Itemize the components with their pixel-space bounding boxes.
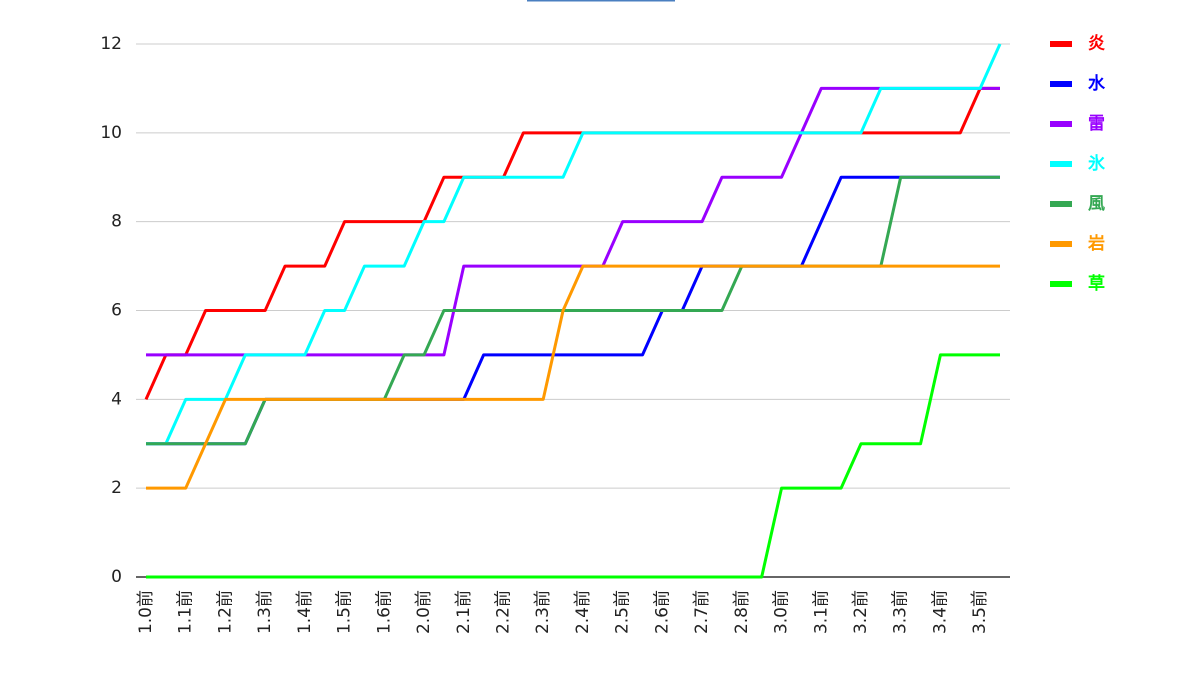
legend-label: 水 (1088, 73, 1106, 94)
legend-label: 風 (1088, 194, 1105, 214)
x-tick-label: 3.3前 (891, 590, 911, 634)
x-tick-label: 3.5前 (970, 590, 990, 634)
x-tick-label: 2.8前 (732, 590, 752, 634)
legend-swatch (1050, 161, 1072, 167)
y-tick-label: 4 (111, 389, 122, 409)
x-tick-label: 1.6前 (374, 590, 394, 634)
y-tick-label: 8 (111, 212, 122, 232)
x-tick-label: 3.1前 (811, 590, 831, 634)
x-tick-label: 2.7前 (692, 590, 712, 634)
legend-swatch (1050, 81, 1072, 87)
legend-swatch (1050, 241, 1072, 247)
x-tick-label: 2.4前 (573, 590, 593, 634)
x-tick-label: 1.1前 (176, 590, 196, 634)
legend-label: 炎 (1088, 34, 1105, 54)
toolbar-edge (527, 0, 675, 2)
x-tick-label: 2.3前 (533, 590, 553, 634)
x-tick-label: 1.4前 (295, 590, 315, 634)
legend-label: 草 (1088, 274, 1105, 294)
y-tick-label: 6 (111, 301, 122, 321)
legend-swatch (1050, 121, 1072, 127)
x-tick-label: 3.4前 (930, 590, 950, 634)
series-line (146, 43, 1002, 446)
series-line (144, 86, 1000, 400)
y-tick-label: 0 (111, 567, 122, 587)
legend-label: 岩 (1087, 233, 1105, 254)
series-line (146, 353, 1000, 579)
y-tick-label: 2 (111, 478, 122, 498)
legend-swatch (1050, 41, 1072, 47)
x-tick-label: 1.3前 (255, 590, 275, 634)
x-tick-label: 1.5前 (335, 590, 355, 634)
y-tick-label: 10 (100, 123, 122, 143)
x-tick-label: 3.0前 (772, 590, 792, 634)
x-tick-label: 2.1前 (454, 590, 474, 634)
x-tick-label: 3.2前 (851, 590, 871, 634)
x-tick-label: 1.0前 (136, 590, 156, 634)
x-tick-label: 2.6前 (652, 590, 672, 634)
x-tick-label: 2.2前 (493, 590, 513, 634)
legend-swatch (1050, 281, 1072, 287)
x-tick-label: 1.2前 (215, 590, 235, 634)
x-tick-label: 2.0前 (414, 590, 434, 634)
y-tick-label: 12 (100, 34, 122, 54)
series-line (146, 264, 1000, 490)
legend-label: 雷 (1088, 114, 1105, 134)
legend-label: 氷 (1088, 153, 1106, 174)
legend-swatch (1050, 201, 1072, 207)
x-tick-label: 2.5前 (613, 590, 633, 634)
